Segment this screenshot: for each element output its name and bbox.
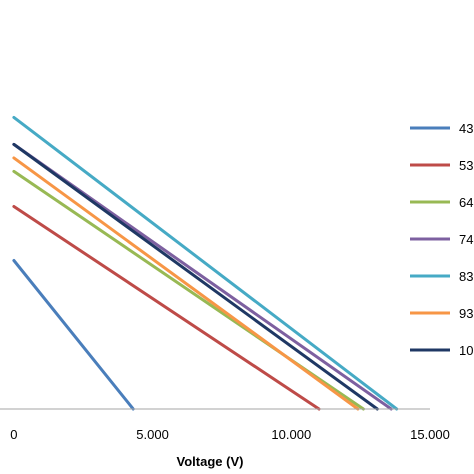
series-line-83 [12, 115, 399, 411]
legend-label-43: 43 [459, 121, 473, 136]
legend-label-64: 64 [459, 195, 473, 210]
series-line-10 [12, 142, 379, 411]
x-tick-label: 0 [10, 427, 17, 442]
plot-lines [12, 115, 399, 411]
x-tick-labels: 0 5.000 10.000 15.000 [10, 427, 450, 442]
series-line-93 [12, 156, 360, 411]
x-tick-label: 10.000 [271, 427, 311, 442]
x-axis-title: Voltage (V) [177, 454, 244, 469]
series-line-53 [12, 205, 321, 411]
legend-label-83: 83 [459, 269, 473, 284]
legend-label-93: 93 [459, 306, 473, 321]
x-tick-label: 15.000 [410, 427, 450, 442]
legend: 43 53 64 74 83 93 10 [410, 121, 473, 358]
legend-label-53: 53 [459, 158, 473, 173]
legend-label-74: 74 [459, 232, 473, 247]
legend-label-10: 10 [459, 343, 473, 358]
x-tick-label: 5.000 [136, 427, 169, 442]
series-line-43 [12, 259, 135, 411]
